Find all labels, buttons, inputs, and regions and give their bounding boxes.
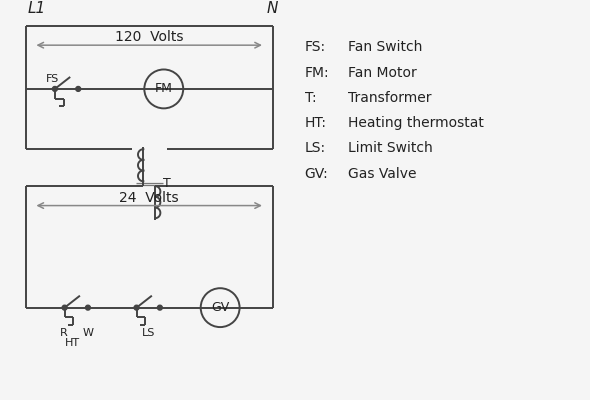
Text: FM:: FM: — [304, 66, 329, 80]
Text: T: T — [163, 177, 171, 190]
Text: Heating thermostat: Heating thermostat — [349, 116, 484, 130]
Text: Transformer: Transformer — [349, 91, 432, 105]
Circle shape — [76, 86, 81, 91]
Text: GV: GV — [211, 301, 230, 314]
Text: HT:: HT: — [304, 116, 327, 130]
Text: T:: T: — [304, 91, 316, 105]
Text: 24  Volts: 24 Volts — [119, 191, 179, 205]
Text: Limit Switch: Limit Switch — [349, 142, 433, 156]
Circle shape — [62, 305, 67, 310]
Circle shape — [53, 86, 57, 91]
Text: HT: HT — [65, 338, 80, 348]
Text: N: N — [267, 1, 278, 16]
Text: Fan Motor: Fan Motor — [349, 66, 417, 80]
Text: Gas Valve: Gas Valve — [349, 167, 417, 181]
Text: FM: FM — [155, 82, 173, 96]
Text: GV:: GV: — [304, 167, 329, 181]
Circle shape — [86, 305, 90, 310]
Text: LS: LS — [142, 328, 155, 338]
Text: FS:: FS: — [304, 40, 326, 54]
Circle shape — [158, 305, 162, 310]
Text: FS: FS — [47, 74, 60, 84]
Text: 120  Volts: 120 Volts — [115, 30, 183, 44]
Text: W: W — [83, 328, 93, 338]
Text: LS:: LS: — [304, 142, 326, 156]
Text: R: R — [60, 328, 67, 338]
Circle shape — [134, 305, 139, 310]
Text: L1: L1 — [28, 1, 46, 16]
Text: Fan Switch: Fan Switch — [349, 40, 423, 54]
